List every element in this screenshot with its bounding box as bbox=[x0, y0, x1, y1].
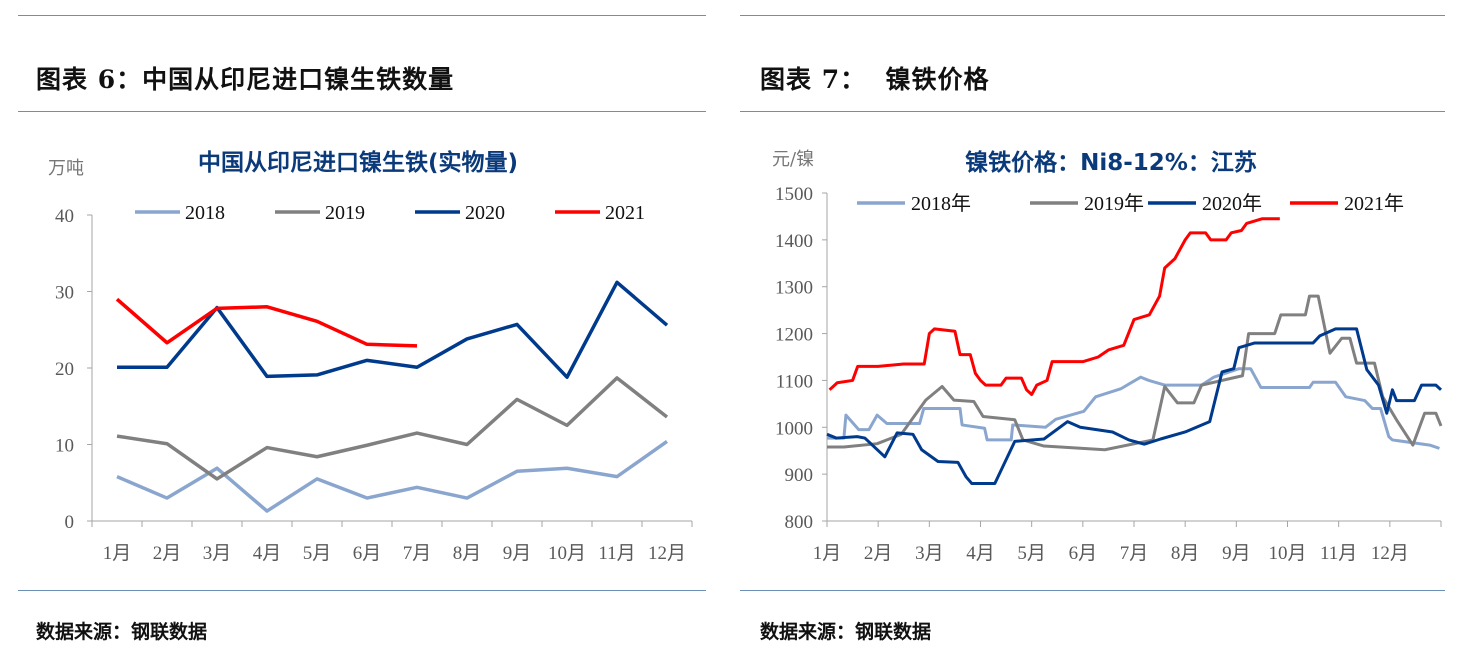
chart1-x-tick-label: 1月 bbox=[103, 543, 132, 564]
chart2-x-tick-label: 11月 bbox=[1320, 543, 1357, 564]
chart1-y-unit: 万吨 bbox=[48, 158, 84, 179]
chart1-x-tick-label: 2月 bbox=[153, 543, 182, 564]
chart1-x-tick-label: 10月 bbox=[548, 543, 586, 564]
chart2-series-line-2020年 bbox=[826, 327, 1443, 486]
chart1-title: 中国从印尼进口镍生铁(实物量) bbox=[198, 149, 518, 176]
right-top-rule bbox=[740, 15, 1445, 16]
chart2-x-tick-label: 7月 bbox=[1120, 543, 1149, 564]
chart1-series-line-2018 bbox=[116, 440, 669, 513]
chart2-y-tick-label: 1000 bbox=[775, 418, 813, 439]
chart2-y-tick-label: 1400 bbox=[775, 231, 813, 252]
chart1-series-line-2020 bbox=[117, 280, 669, 379]
chart2-x-tick-label: 9月 bbox=[1222, 543, 1251, 564]
chart1-x-tick-label: 4月 bbox=[253, 543, 282, 564]
left-bottom-rule bbox=[18, 590, 706, 591]
chart1-x-tick-label: 5月 bbox=[303, 543, 332, 564]
import-volume-chart: 中国从印尼进口镍生铁(实物量) 万吨 0 10 20 30 40 1月 2月 3月 4月 5月 6月… bbox=[48, 149, 693, 564]
chart2-y-tick-label: 800 bbox=[785, 512, 814, 533]
chart1-y-tick-label: 0 bbox=[65, 512, 75, 533]
chart2-title: 镍铁价格：Ni8-12%：江苏 bbox=[965, 149, 1257, 176]
chart1-y-tick-label: 20 bbox=[55, 359, 74, 380]
chart1-x-tick-label: 12月 bbox=[648, 543, 686, 564]
nickel-iron-price-chart: 镍铁价格：Ni8-12%：江苏 元/镍 800 900 1000 1100 1200 13… bbox=[772, 149, 1443, 564]
left-source-note: 数据来源：钢联数据 bbox=[36, 621, 208, 643]
chart1-legend-label: 2018 bbox=[185, 202, 225, 224]
left-heading-rule bbox=[18, 111, 706, 112]
chart2-y-tick-label: 900 bbox=[785, 465, 814, 486]
chart1-x-tick-label: 8月 bbox=[453, 543, 482, 564]
chart1-legend-label: 2019 bbox=[325, 202, 365, 224]
chart1-x-tick-label: 6月 bbox=[353, 543, 382, 564]
chart2-x-tick-label: 3月 bbox=[915, 543, 944, 564]
chart1-x-tick-label: 7月 bbox=[403, 543, 432, 564]
chart2-legend-label: 2021年 bbox=[1344, 192, 1404, 215]
chart2-series-line-2021年 bbox=[828, 217, 1280, 396]
chart1-x-tick-label: 9月 bbox=[503, 543, 532, 564]
chart2-x-tick-label: 1月 bbox=[813, 543, 842, 564]
chart1-series-line-2019 bbox=[116, 376, 669, 481]
right-heading-rule bbox=[740, 111, 1445, 112]
chart1-x-tick-label: 3月 bbox=[203, 543, 232, 564]
chart1-y-tick-label: 30 bbox=[55, 283, 74, 304]
chart2-y-tick-label: 1300 bbox=[775, 278, 813, 299]
left-top-rule bbox=[18, 15, 706, 16]
right-bottom-rule bbox=[740, 590, 1445, 591]
chart1-legend-label: 2020 bbox=[465, 202, 505, 224]
chart2-x-tick-label: 10月 bbox=[1268, 543, 1306, 564]
chart2-x-tick-label: 12月 bbox=[1371, 543, 1409, 564]
chart2-x-tick-label: 8月 bbox=[1171, 543, 1200, 564]
chart2-y-tick-label: 1500 bbox=[775, 184, 813, 205]
chart2-x-tick-label: 6月 bbox=[1069, 543, 1098, 564]
chart1-series-line-2021 bbox=[115, 297, 418, 348]
chart2-x-tick-label: 5月 bbox=[1017, 543, 1046, 564]
chart2-y-unit: 元/镍 bbox=[772, 149, 814, 170]
chart1-legend-label: 2021 bbox=[605, 202, 645, 224]
chart2-legend-label: 2019年 bbox=[1084, 192, 1144, 215]
chart2-series-line-2019年 bbox=[827, 294, 1443, 452]
chart2-series-line-2018年 bbox=[827, 367, 1440, 450]
chart1-y-tick-label: 40 bbox=[55, 206, 74, 227]
chart2-y-tick-label: 1100 bbox=[776, 371, 813, 392]
chart2-x-tick-label: 2月 bbox=[864, 543, 893, 564]
right-source-note: 数据来源：钢联数据 bbox=[760, 621, 932, 643]
chart2-y-tick-label: 1200 bbox=[775, 325, 813, 346]
chart2-legend-label: 2020年 bbox=[1202, 192, 1262, 215]
chart2-legend-label: 2018年 bbox=[911, 192, 971, 215]
chart1-y-tick-label: 10 bbox=[55, 436, 74, 457]
chart2-x-tick-label: 4月 bbox=[966, 543, 995, 564]
chart1-x-tick-label: 11月 bbox=[598, 543, 635, 564]
right-figure-heading: 图表 7： 镍铁价格 bbox=[760, 65, 990, 94]
left-figure-heading: 图表 6：中国从印尼进口镍生铁数量 bbox=[36, 65, 455, 94]
